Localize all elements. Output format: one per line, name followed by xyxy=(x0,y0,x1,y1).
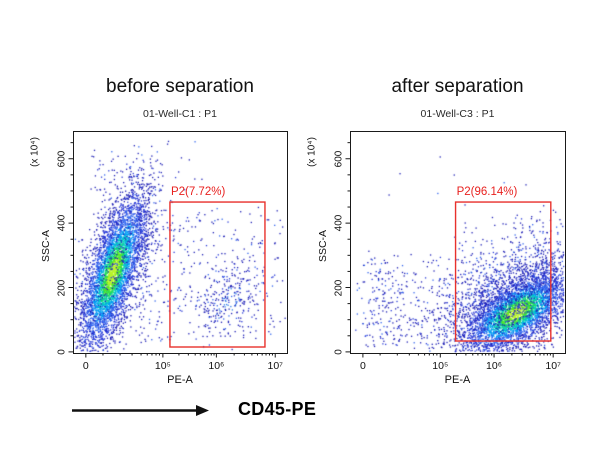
y-tick-label: 600 xyxy=(333,150,345,168)
gate-label: P2(96.14%) xyxy=(456,186,518,199)
y-axis-unit-label: (x 10⁴) xyxy=(29,137,41,167)
y-axis-unit-label: (x 10⁴) xyxy=(306,137,318,167)
x-tick-label: 10⁶ xyxy=(486,360,503,372)
x-tick-label: 0 xyxy=(359,360,366,372)
panel-title-after-separation: after separation xyxy=(391,76,524,97)
gate-label: P2(7.72%) xyxy=(170,186,226,199)
y-tick-label: 200 xyxy=(333,279,345,296)
x-tick-label: 10⁶ xyxy=(208,360,225,372)
chart-title: 01-Well-C3 : P1 xyxy=(420,108,495,120)
x-tick-label: 10⁵ xyxy=(432,360,449,372)
chart-title: 01-Well-C1 : P1 xyxy=(143,108,217,120)
y-tick-label: 0 xyxy=(56,349,68,355)
x-tick-label: 0 xyxy=(82,360,89,372)
x-axis-label: PE-A xyxy=(167,374,193,386)
y-tick-label: 200 xyxy=(56,279,68,296)
y-axis-label: SSC-A xyxy=(317,229,329,263)
x-tick-label: 10⁷ xyxy=(267,360,283,372)
y-tick-label: 0 xyxy=(333,349,345,355)
y-tick-label: 400 xyxy=(333,214,345,232)
cd45-pe-axis-label: CD45-PE xyxy=(238,399,317,419)
y-tick-label: 400 xyxy=(56,214,68,232)
panel-title-before-separation: before separation xyxy=(106,76,254,97)
y-tick-label: 600 xyxy=(56,150,68,168)
x-tick-label: 10⁵ xyxy=(154,360,171,372)
x-axis-label: PE-A xyxy=(444,374,471,386)
x-tick-label: 10⁷ xyxy=(545,360,561,372)
y-axis-label: SSC-A xyxy=(40,229,52,263)
